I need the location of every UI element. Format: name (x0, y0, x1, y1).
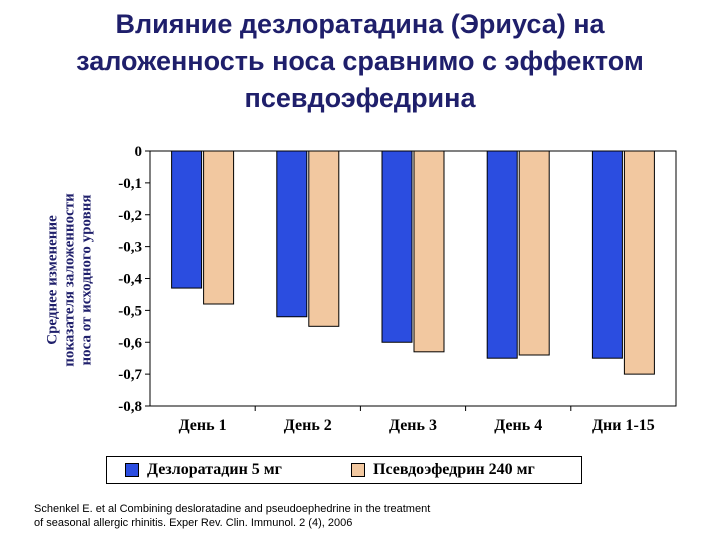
legend-swatch-series-2 (351, 463, 365, 477)
y-tick-label: -0,1 (118, 176, 142, 192)
y-tick-label: -0,2 (118, 208, 142, 224)
bar-series-2 (623, 150, 655, 375)
bar-series-1 (276, 150, 308, 318)
bar-series-1 (591, 150, 623, 359)
chart-legend: Дезлоратадин 5 мг Псевдоэфедрин 240 мг (106, 456, 582, 484)
page-title: Влияние дезлоратадина (Эриуса) на заложе… (0, 6, 720, 117)
legend-label-series-2: Псевдоэфедрин 240 мг (373, 461, 535, 478)
bar-series-2 (203, 150, 235, 305)
citation-footnote: Schenkel E. et al Combining desloratadin… (34, 502, 534, 530)
y-tick-label: -0,6 (118, 335, 142, 351)
x-tick-label: День 4 (494, 417, 542, 434)
y-tick-label: -0,5 (118, 303, 142, 319)
x-tick-label: День 1 (179, 417, 227, 434)
chart-axes (145, 150, 677, 411)
y-tick-label: -0,8 (118, 399, 142, 415)
footnote-line-1: Schenkel E. et al Combining desloratadin… (34, 503, 431, 515)
bar-series-1 (486, 150, 518, 359)
y-tick-label: -0,4 (118, 272, 142, 288)
x-tick-label: Дни 1-15 (592, 417, 655, 434)
x-tick-label: День 3 (389, 417, 437, 434)
y-tick-label: -0,7 (118, 367, 142, 383)
legend-item-series-1: Дезлоратадин 5 мг (125, 461, 282, 479)
title-line-2: заложенность носа сравнимо с эффектом (76, 46, 644, 76)
bar-series-1 (381, 150, 413, 343)
title-line-3: псевдоэфедрина (244, 83, 476, 113)
chart-tick-labels: 0 -0,1 -0,2 -0,3 -0,4 -0,5 -0,6 -0,7 -0,8 День 1 Д… (118, 144, 655, 434)
x-tick-label: День 2 (284, 417, 332, 434)
bar-series-1 (171, 150, 203, 289)
legend-swatch-series-1 (125, 463, 139, 477)
legend-item-series-2: Псевдоэфедрин 240 мг (351, 461, 535, 479)
legend-label-series-1: Дезлоратадин 5 мг (147, 461, 282, 478)
bar-series-2 (308, 150, 340, 327)
y-tick-label: -0,3 (118, 240, 142, 256)
bar-series-2 (413, 150, 445, 353)
bar-series-2 (518, 150, 550, 356)
chart-bars (171, 150, 655, 375)
title-line-1: Влияние дезлоратадина (Эриуса) на (115, 9, 605, 39)
y-tick-label: 0 (135, 144, 143, 160)
footnote-line-2: of seasonal allergic rhinitis. Exper Rev… (34, 517, 353, 529)
